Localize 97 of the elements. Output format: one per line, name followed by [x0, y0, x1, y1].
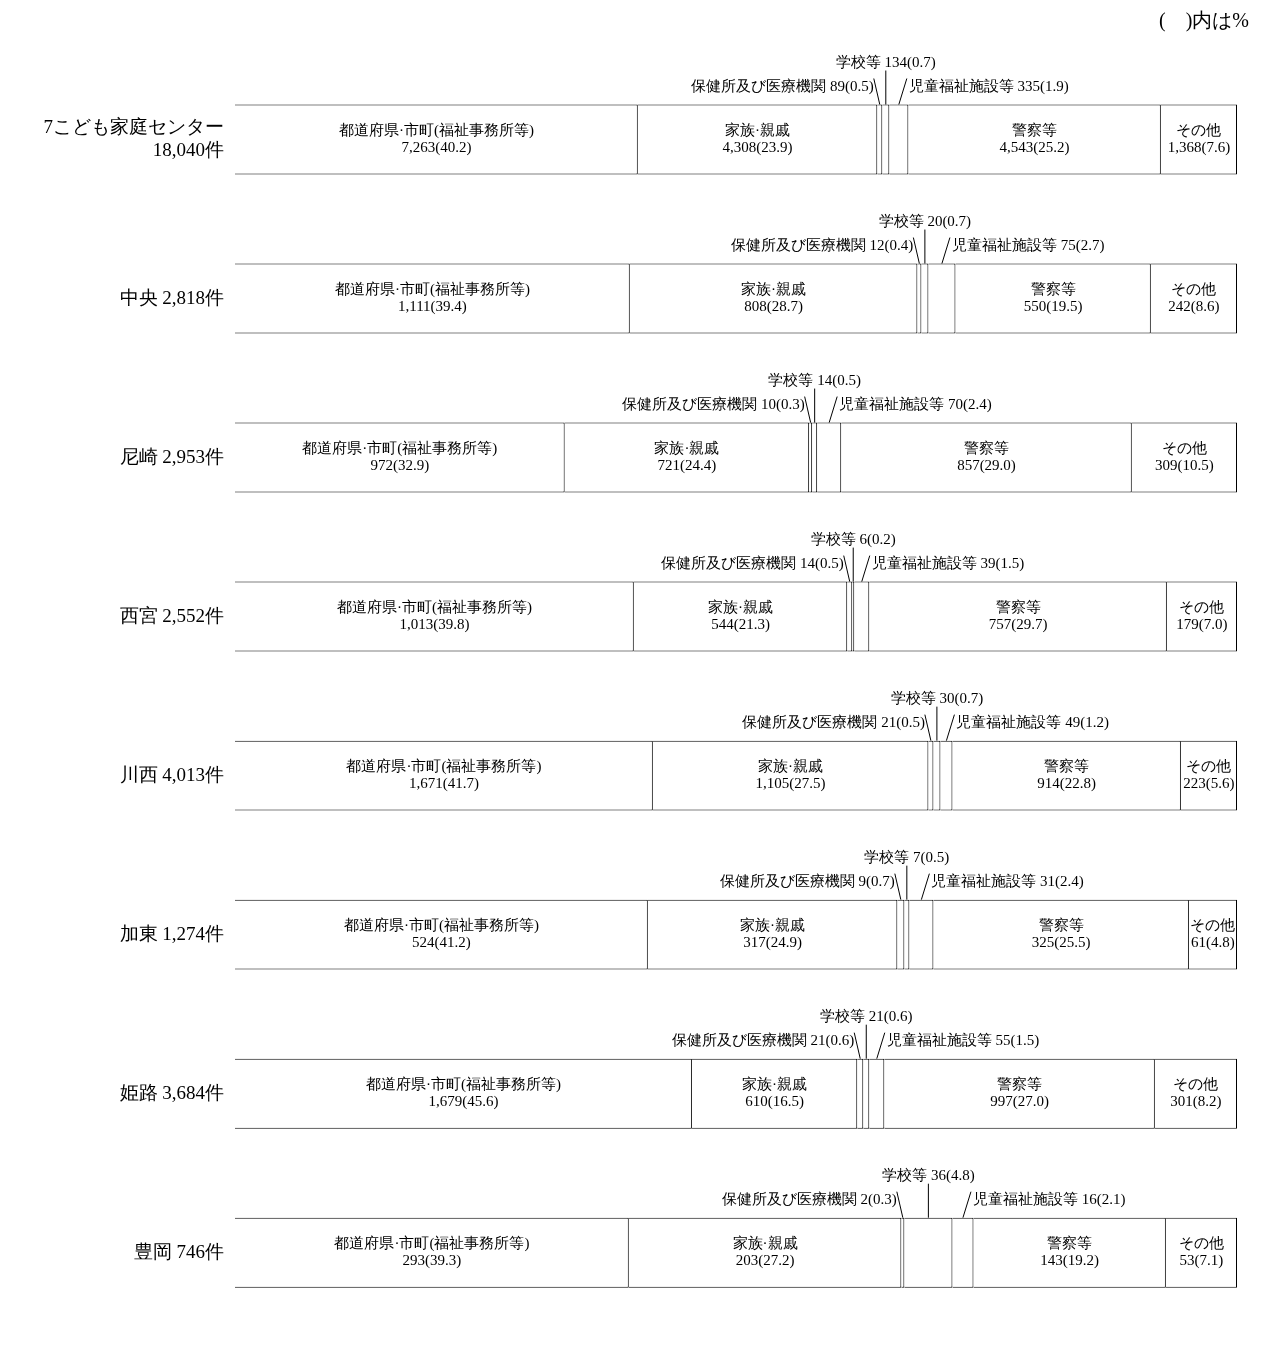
text: 保健所及び医療機関 14(0.5) [661, 554, 844, 571]
text: 保健所及び医療機関 89(0.5) [691, 77, 874, 94]
text: その他 [1173, 1076, 1219, 1093]
text: その他 [1171, 280, 1217, 297]
data-label: 808(28.7) [744, 297, 803, 315]
data-label: 325(25.5) [1031, 934, 1091, 952]
series-label: その他 [1190, 917, 1236, 934]
text: 警察等 [964, 440, 1009, 456]
data-label: 293(39.3) [402, 1252, 462, 1270]
data-label: 1,105(27.5) [755, 775, 826, 793]
y-tick-label: 7こども家庭センター 18,040件 [43, 116, 224, 160]
data-label: 1,368(7.6) [1167, 138, 1231, 156]
text: その他 [1179, 599, 1225, 616]
series-label: 都道府県·市町(福祉事務所等) [365, 1076, 561, 1094]
text: 保健所及び医療機関 21(0.5) [742, 713, 925, 730]
text: 学校等 30(0.7) [890, 689, 984, 706]
text: その他 [1178, 1235, 1224, 1252]
data-label: 550(19.5) [1023, 297, 1083, 315]
text: 児童福祉施設等 31(2.4) [931, 872, 1084, 889]
data-label: 61(4.8) [1191, 934, 1235, 952]
text: 家族·親戚 [741, 280, 807, 297]
data-label: 1,679(45.6) [428, 1093, 499, 1111]
data-label: 309(10.5) [1155, 457, 1214, 474]
text: 都道府県·市町(福祉事務所等) [338, 121, 534, 138]
data-label: 610(16.5) [745, 1093, 804, 1111]
text: 保健所及び医療機関 10(0.3) [622, 395, 805, 412]
text: 児童福祉施設等 49(1.2) [956, 713, 1109, 730]
text: 警察等 [1044, 758, 1090, 775]
data-label: 1,111(39.4) [397, 297, 467, 315]
text: ( )内は% [1159, 9, 1249, 33]
text: 警察等 [995, 599, 1041, 616]
series-label: 警察等 [997, 1076, 1043, 1093]
text: 学校等 134(0.7) [835, 53, 936, 70]
text: 学校等 36(4.8) [882, 1166, 975, 1183]
text: 保健所及び医療機関 2(0.3) [721, 1190, 897, 1207]
text: 警察等 [1012, 121, 1058, 138]
y-tick-label: 西宮 2,552件 [119, 604, 224, 626]
text: その他 [1176, 121, 1222, 138]
text: 警察等 [1030, 280, 1076, 297]
y-tick-label: 姫路 3,684件 [119, 1081, 224, 1103]
data-label: 4,308(23.9) [722, 138, 793, 156]
text: 児童福祉施設等 75(2.7) [951, 236, 1105, 253]
text: 学校等 21(0.6) [820, 1007, 913, 1024]
data-label: 301(8.2) [1170, 1093, 1222, 1111]
text: 学校等 6(0.2) [810, 530, 896, 547]
text: 都道府県·市町(福祉事務所等) [336, 599, 532, 616]
text: 都道府県·市町(福祉事務所等) [346, 758, 542, 775]
text: 保健所及び医療機関 21(0.6) [671, 1031, 855, 1048]
data-label: 53(7.1) [1179, 1252, 1224, 1270]
data-label: 317(24.9) [743, 934, 802, 952]
text: 学校等 20(0.7) [878, 212, 972, 229]
text: 都道府県·市町(福祉事務所等) [334, 280, 530, 297]
data-label: 223(5.6) [1183, 775, 1235, 793]
data-label: 203(27.2) [735, 1252, 795, 1270]
text: 警察等 [1047, 1235, 1093, 1252]
text: 児童福祉施設等 70(2.4) [839, 395, 992, 412]
data-label: 757(29.7) [988, 616, 1048, 634]
text: 家族·親戚 [758, 758, 824, 775]
y-tick-label: 尼崎 2,953件 [119, 445, 224, 467]
text: 都道府県·市町(福祉事務所等) [334, 1235, 530, 1252]
data-label: 544(21.3) [711, 616, 770, 634]
text: 保健所及び医療機関 9(0.7) [719, 872, 895, 889]
y-tick-label: 川西 4,013件 [119, 763, 224, 785]
data-label: 1,013(39.8) [399, 616, 470, 634]
text: 家族·親戚 [708, 599, 774, 616]
data-label: 179(7.0) [1176, 616, 1228, 634]
text: 家族·親戚 [654, 440, 720, 456]
text: 家族·親戚 [732, 1235, 798, 1252]
data-label: 143(19.2) [1040, 1252, 1100, 1270]
data-label: 4,543(25.2) [999, 138, 1070, 156]
text: 児童福祉施設等 55(1.5) [886, 1031, 1040, 1048]
text: 児童福祉施設等 39(1.5) [871, 554, 1025, 571]
text: 学校等 7(0.5) [864, 848, 950, 865]
data-label: 857(29.0) [957, 457, 1016, 474]
text: 警察等 [1038, 917, 1084, 934]
text: その他 [1186, 758, 1232, 775]
data-label: 721(24.4) [657, 457, 717, 474]
data-label: 972(32.9) [370, 457, 430, 474]
text: 学校等 14(0.5) [768, 371, 861, 388]
data-label: 524(41.2) [412, 934, 471, 952]
data-label: 1,671(41.7) [408, 775, 479, 793]
data-label: 7,263(40.2) [401, 138, 472, 156]
text: 児童福祉施設等 335(1.9) [908, 77, 1069, 94]
text: 保健所及び医療機関 12(0.4) [730, 236, 914, 253]
y-tick-label: 豊岡 746件 [133, 1240, 224, 1262]
series-label: 家族·親戚 [742, 1076, 808, 1093]
data-label: 914(22.8) [1037, 775, 1097, 793]
data-label: 997(27.0) [990, 1093, 1049, 1111]
text: 家族·親戚 [725, 121, 791, 138]
text: その他 [1161, 440, 1207, 456]
text: 児童福祉施設等 16(2.1) [972, 1190, 1126, 1207]
y-tick-label: 中央 2,818件 [119, 286, 224, 308]
text: 家族·親戚 [740, 917, 806, 934]
text: 都道府県·市町(福祉事務所等) [302, 440, 498, 456]
text: 都道府県·市町(福祉事務所等) [343, 917, 539, 934]
data-label: 242(8.6) [1168, 297, 1220, 315]
y-tick-label: 加東 1,274件 [119, 922, 224, 944]
